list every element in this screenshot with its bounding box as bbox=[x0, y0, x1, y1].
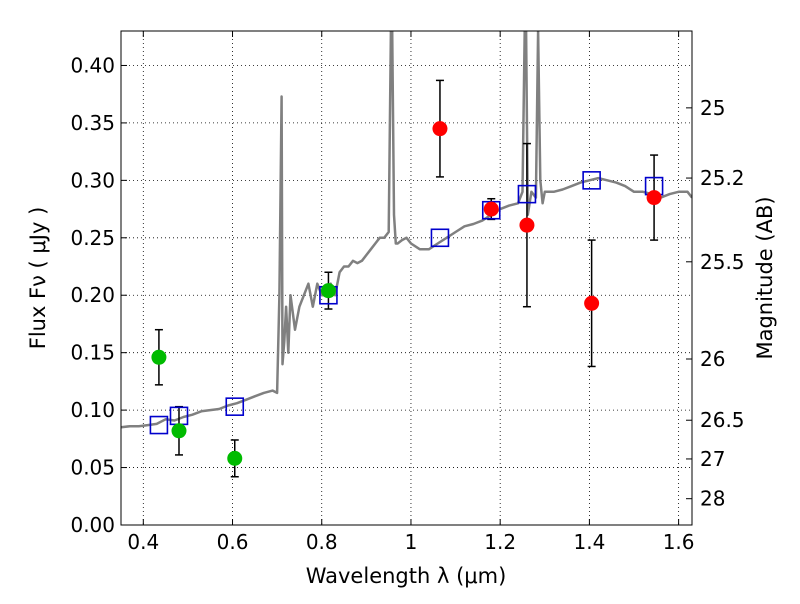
x-tick-label: 1 bbox=[405, 530, 418, 554]
right-axis-ticks: 25 25.2 25.5 26 26.5 27 28 bbox=[686, 96, 745, 511]
x-tick-label: 0.6 bbox=[217, 530, 249, 554]
right-axis-label: Magnitude (AB) bbox=[753, 196, 777, 359]
y-tick-label: 0.15 bbox=[70, 341, 115, 365]
y-tick-label: 0.05 bbox=[70, 456, 115, 480]
x-tick-label: 1.4 bbox=[573, 530, 605, 554]
y-tick-label: 0.30 bbox=[70, 168, 115, 192]
observed-points bbox=[151, 121, 662, 466]
spectrum-line bbox=[121, 31, 692, 429]
observed-point bbox=[432, 121, 448, 137]
y-tick-label: 0.00 bbox=[70, 513, 115, 537]
right-tick-label: 25.2 bbox=[700, 166, 745, 190]
right-tick-label: 27 bbox=[700, 447, 725, 471]
x-tick-label: 1.2 bbox=[484, 530, 516, 554]
y-tick-label: 0.35 bbox=[70, 111, 115, 135]
x-tick-label: 0.4 bbox=[127, 530, 159, 554]
observed-point bbox=[584, 295, 600, 311]
observed-point bbox=[151, 349, 167, 365]
observed-point bbox=[227, 450, 243, 466]
model-photometry-square bbox=[582, 171, 601, 190]
grid-lines bbox=[121, 31, 692, 526]
model-photometry-square bbox=[149, 415, 169, 435]
y-tick-label: 0.10 bbox=[70, 398, 115, 422]
model-photometry-square bbox=[225, 397, 245, 416]
model-photometry-square bbox=[517, 184, 537, 204]
right-tick-label: 25 bbox=[700, 96, 725, 120]
x-axis-ticks: 0.4 0.6 0.8 1 1.2 1.4 1.6 bbox=[127, 31, 695, 554]
right-tick-label: 28 bbox=[700, 487, 725, 511]
model-photometry-square bbox=[430, 228, 450, 248]
plot-frame bbox=[120, 30, 693, 526]
x-tick-label: 1.6 bbox=[663, 530, 695, 554]
observed-point bbox=[171, 423, 187, 439]
y-axis-label: Flux Fν ( μJy ) bbox=[26, 207, 50, 350]
observed-point bbox=[320, 283, 336, 299]
right-tick-label: 26 bbox=[700, 347, 725, 371]
error-bars bbox=[154, 79, 659, 478]
observed-point bbox=[483, 201, 499, 217]
y-axis-ticks: 0.00 0.05 0.10 0.15 0.20 0.25 0.30 0.35 0.40 bbox=[70, 53, 127, 537]
y-tick-label: 0.40 bbox=[70, 53, 115, 77]
spectrum-layer bbox=[121, 31, 692, 429]
y-tick-label: 0.25 bbox=[70, 226, 115, 250]
y-tick-label: 0.20 bbox=[70, 283, 115, 307]
observed-point bbox=[646, 190, 662, 206]
right-tick-label: 25.5 bbox=[700, 250, 745, 274]
x-tick-label: 0.8 bbox=[306, 530, 338, 554]
observed-point bbox=[519, 217, 535, 233]
right-tick-label: 26.5 bbox=[700, 408, 745, 432]
x-axis-label: Wavelength λ (μm) bbox=[306, 564, 507, 588]
